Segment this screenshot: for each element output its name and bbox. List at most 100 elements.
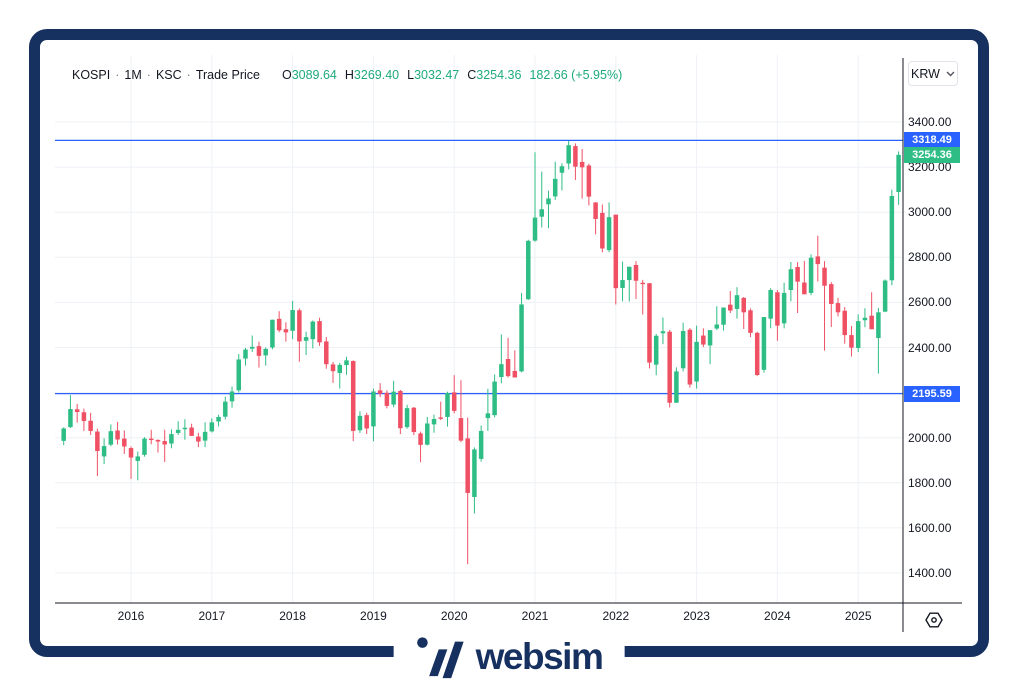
candle-body <box>869 315 874 330</box>
candle-body <box>694 341 699 382</box>
low-label: L <box>407 68 415 82</box>
candle-body <box>303 337 309 341</box>
candle-body <box>175 429 181 433</box>
candle-body <box>526 240 531 300</box>
candle-body <box>593 202 598 219</box>
candle-body <box>384 392 390 406</box>
candle-body <box>128 448 134 458</box>
candle-body <box>425 423 430 445</box>
candle-body <box>101 446 107 457</box>
close-label: C <box>467 68 477 82</box>
open-value: 3089.64 <box>291 68 337 82</box>
legend-separator: · <box>146 68 151 82</box>
candle-body <box>142 438 147 455</box>
candle-body <box>674 371 679 403</box>
candle-body <box>155 439 161 442</box>
candle-body <box>297 310 302 342</box>
year-tick: 2022 <box>602 609 630 623</box>
candle-body <box>573 146 578 167</box>
year-tick: 2019 <box>360 609 387 623</box>
price-tick: 2800.00 <box>908 250 952 265</box>
candle-body <box>202 431 208 441</box>
candle-body <box>687 329 693 385</box>
last-price-badge: 3254.36 <box>904 146 960 163</box>
legend-separator: · <box>115 68 120 82</box>
candle-body <box>196 436 201 442</box>
price-tick: 3400.00 <box>908 115 952 129</box>
level-price-badge: 2195.59 <box>904 385 960 402</box>
chart-settings-icon[interactable] <box>923 609 945 631</box>
candle-body <box>808 257 814 293</box>
candle-body <box>283 329 289 333</box>
price-tick: 3200.00 <box>908 160 952 175</box>
open-label: O <box>281 68 292 82</box>
close-value: 3254.36 <box>476 68 522 82</box>
candle-body <box>209 422 215 432</box>
candle-body <box>148 438 154 441</box>
candle-body <box>835 303 841 313</box>
candle-body <box>270 319 275 348</box>
candle-body <box>330 364 336 372</box>
candle-body <box>600 212 605 249</box>
year-tick: 2021 <box>521 609 549 623</box>
currency-label: KRW <box>911 66 940 81</box>
candle-body <box>276 318 282 331</box>
interval-label[interactable]: 1M <box>124 68 142 82</box>
candle-body <box>855 321 861 348</box>
candle-body <box>512 370 518 378</box>
candle-body <box>613 214 619 289</box>
candle-body <box>485 413 491 419</box>
candle-body <box>781 292 787 324</box>
candle-body <box>431 418 437 425</box>
year-tick: 2024 <box>764 609 791 623</box>
chevron-down-icon <box>946 71 955 76</box>
candle-body <box>465 438 470 493</box>
candle-body <box>519 304 524 372</box>
candle-body <box>81 412 87 422</box>
candle-body <box>627 266 632 281</box>
candle-body <box>815 256 821 265</box>
candle-body <box>438 417 443 419</box>
year-tick: 2025 <box>844 609 872 623</box>
price-tick: 2600.00 <box>908 295 952 310</box>
candle-body <box>404 408 410 428</box>
ohlc-readout: O3089.64 H3269.40 L3032.47 C3254.36 182.66 (… <box>274 68 622 82</box>
price-tick: 2400.00 <box>908 340 952 355</box>
candle-body <box>458 418 464 441</box>
year-tick: 2016 <box>117 609 145 623</box>
symbol-name[interactable]: KOSPI <box>72 68 111 82</box>
websim-logo-text: websim <box>475 636 604 677</box>
candle-body <box>357 415 363 431</box>
candle-body <box>256 346 262 356</box>
price-tick: 1600.00 <box>908 520 952 535</box>
exchange-label: KSC <box>155 68 182 82</box>
candle-body <box>108 431 114 445</box>
candle-body <box>829 284 834 304</box>
candlestick-chart[interactable] <box>40 40 965 640</box>
candle-body <box>236 359 242 391</box>
candle-body <box>640 282 645 285</box>
candle-body <box>337 364 343 373</box>
symbol-legend: KOSPI · 1M · KSC · Trade Price O3089.64 H3269.40… <box>72 68 622 82</box>
candle-body <box>849 335 854 348</box>
candle-body <box>882 280 888 312</box>
candle-body <box>122 438 127 447</box>
candle-body <box>754 332 760 376</box>
candle-body <box>660 331 666 334</box>
candle-body <box>876 312 881 339</box>
candle-body <box>398 391 403 429</box>
year-tick: 2017 <box>198 609 226 623</box>
candle-body <box>647 283 652 363</box>
candle-body <box>290 310 295 331</box>
candle-body <box>734 295 740 309</box>
candle-body <box>169 434 174 444</box>
candle-body <box>451 392 457 411</box>
candle-body <box>377 390 383 394</box>
candle-body <box>68 409 73 428</box>
low-value: 3032.47 <box>414 68 460 82</box>
price-tick: 2000.00 <box>908 430 952 445</box>
candle-body <box>445 393 450 417</box>
currency-selector[interactable]: KRW <box>908 61 958 86</box>
candle-body <box>714 324 720 329</box>
candle-body <box>310 321 316 340</box>
